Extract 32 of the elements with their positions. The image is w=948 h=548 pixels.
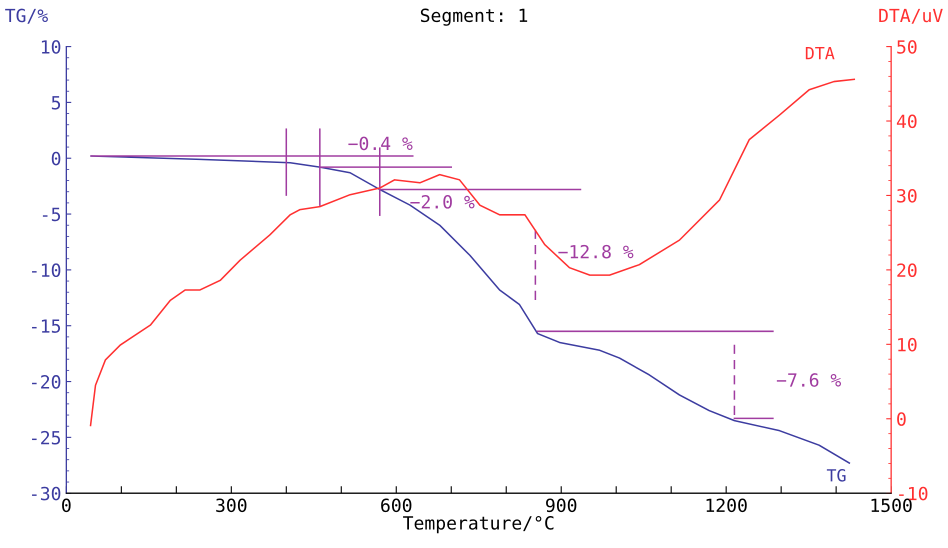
y2-tick-label: 50 <box>897 40 917 54</box>
annotation: −0.4 % <box>348 136 413 150</box>
x-axis-title: Temperature/°C <box>403 516 554 534</box>
y-tick-label: -25 <box>32 430 60 445</box>
y2-tick-label: 0 <box>897 412 906 426</box>
annotation: −7.6 % <box>776 373 842 387</box>
y2-tick-label: 20 <box>897 263 917 278</box>
y-tick-label: 10 <box>42 40 60 54</box>
y2-tick-label: 10 <box>898 338 917 352</box>
y2-axis-title: DTA/uV <box>879 8 943 24</box>
y2-tick-label: 40 <box>896 114 917 128</box>
series-label: TG <box>826 468 846 482</box>
x-tick-label: 1200 <box>706 498 747 512</box>
annotation: −12.8 % <box>558 244 634 258</box>
x-tick-label: 600 <box>381 498 412 512</box>
y-tick-label: -15 <box>32 319 60 333</box>
x-tick-label: 0 <box>62 498 71 512</box>
x-tick-label: 1500 <box>872 498 912 512</box>
chart-title: Segment: 1 <box>420 8 528 26</box>
y-tick-label: -5 <box>42 208 60 222</box>
annotation: −2.0 % <box>410 195 475 209</box>
y2-tick-label: -10 <box>899 486 928 500</box>
y-axis-title: TG/% <box>5 8 48 24</box>
y-tick-label: -30 <box>32 486 60 500</box>
y-tick-label: 5 <box>52 96 60 110</box>
x-tick-label: 900 <box>546 498 576 512</box>
y-tick-label: 0 <box>52 152 60 166</box>
y-tick-label: -20 <box>32 375 60 389</box>
y2-tick-label: 30 <box>897 188 917 203</box>
x-tick-label: 300 <box>216 498 246 512</box>
series-label: DTA <box>806 47 835 60</box>
y-tick-label: -10 <box>32 263 60 278</box>
